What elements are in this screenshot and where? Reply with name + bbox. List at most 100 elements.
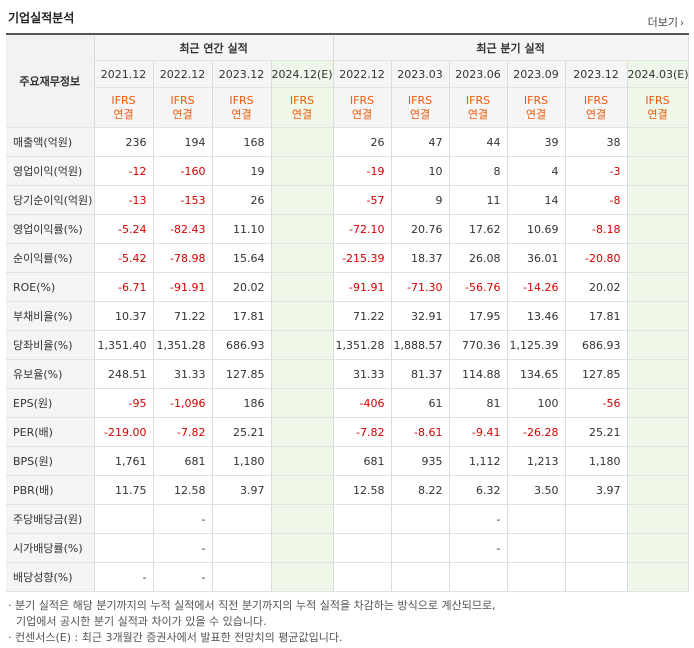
table-cell: -406 — [332, 388, 392, 418]
table-cell: -12 — [94, 156, 154, 186]
period-header: 2024.12(E) — [271, 60, 334, 88]
table-cell: 681 — [153, 446, 213, 476]
table-cell: -215.39 — [332, 243, 392, 273]
table-cell: 71.22 — [332, 301, 392, 331]
table-cell — [507, 533, 566, 563]
table-cell: 12.58 — [332, 475, 392, 505]
table-cell: 3.97 — [212, 475, 272, 505]
row-label: 당좌비율(%) — [6, 330, 95, 360]
table-row: 영업이익(억원) -12 -160 19 -19 10 8 4 -3 — [6, 156, 689, 186]
table-cell: 3.97 — [565, 475, 628, 505]
table-cell: -13 — [94, 185, 154, 215]
table-cell: 32.91 — [391, 301, 450, 331]
table-cell — [271, 127, 334, 157]
table-row: EPS(원) -95 -1,096 186 -406 61 81 100 -56 — [6, 388, 689, 418]
table-cell: 14 — [507, 185, 566, 215]
table-cell — [271, 214, 334, 244]
table-cell: 81.37 — [391, 359, 450, 389]
section-title: 기업실적분석 — [8, 11, 75, 25]
table-cell: 17.81 — [565, 301, 628, 331]
table-row: BPS(원) 1,761 681 1,180 681 935 1,112 1,213 1,180 — [6, 446, 689, 476]
table-cell — [627, 243, 689, 273]
footnotes: · 분기 실적은 해당 분기까지의 누적 실적에서 직전 분기까지의 누적 실적… — [8, 598, 496, 646]
row-label: 당기순이익(억원) — [6, 185, 95, 215]
table-cell: 38 — [565, 127, 628, 157]
table-cell — [212, 504, 272, 534]
row-label: 영업이익(억원) — [6, 156, 95, 186]
table-cell: 194 — [153, 127, 213, 157]
table-cell: -5.42 — [94, 243, 154, 273]
table-cell: 61 — [391, 388, 450, 418]
row-label: 주당배당금(원) — [6, 504, 95, 534]
table-cell: 1,351.28 — [153, 330, 213, 360]
row-label: 영업이익률(%) — [6, 214, 95, 244]
table-cell — [391, 504, 450, 534]
table-cell: 11 — [449, 185, 508, 215]
consolidated-label: 연결 — [409, 107, 431, 121]
ifrs-header: IFRS 연결 — [153, 87, 213, 128]
ifrs-label: IFRS — [349, 93, 375, 107]
table-cell — [565, 504, 628, 534]
table-row: PER(배) -219.00 -7.82 25.21 -7.82 -8.61 -9.41 -2… — [6, 417, 689, 447]
table-cell: 168 — [212, 127, 272, 157]
row-label: ROE(%) — [6, 272, 95, 302]
table-cell: 19 — [212, 156, 272, 186]
table-cell — [627, 185, 689, 215]
table-cell: 25.21 — [212, 417, 272, 447]
table-cell: 186 — [212, 388, 272, 418]
consolidated-label: 연결 — [525, 107, 547, 121]
table-cell: - — [449, 533, 508, 563]
ifrs-header: IFRS 연결 — [391, 87, 450, 128]
table-cell — [332, 562, 392, 592]
ifrs-label: IFRS — [583, 93, 609, 107]
table-cell: -8 — [565, 185, 628, 215]
ifrs-header: IFRS 연결 — [449, 87, 508, 128]
table-cell: -14.26 — [507, 272, 566, 302]
table-cell: -6.71 — [94, 272, 154, 302]
row-label: 배당성향(%) — [6, 562, 95, 592]
ifrs-header: IFRS 연결 — [627, 87, 689, 128]
table-cell: 127.85 — [565, 359, 628, 389]
table-cell: 18.37 — [391, 243, 450, 273]
row-label: EPS(원) — [6, 388, 95, 418]
row-label: 시가배당률(%) — [6, 533, 95, 563]
table-cell — [271, 243, 334, 273]
table-cell: 8 — [449, 156, 508, 186]
table-cell: -219.00 — [94, 417, 154, 447]
footnote-2: · 컨센서스(E) : 최근 3개월간 증권사에서 발표한 전망치의 평균값입니… — [8, 631, 343, 644]
table-row: PBR(배) 11.75 12.58 3.97 12.58 8.22 6.32 3.50 3.9… — [6, 475, 689, 505]
table-cell — [449, 562, 508, 592]
table-cell — [507, 562, 566, 592]
consolidated-label: 연결 — [231, 107, 252, 121]
label-header: 주요재무정보 — [6, 34, 95, 128]
table-cell: -7.82 — [332, 417, 392, 447]
ifrs-label: IFRS — [523, 93, 549, 107]
table-cell — [627, 359, 689, 389]
table-row: 순이익률(%) -5.42 -78.98 15.64 -215.39 18.37 26.08… — [6, 243, 689, 273]
table-cell — [271, 185, 334, 215]
table-cell — [94, 533, 154, 563]
ifrs-header: IFRS 연결 — [332, 87, 392, 128]
table-cell: 26 — [332, 127, 392, 157]
table-cell — [565, 533, 628, 563]
table-cell: 1,761 — [94, 446, 154, 476]
table-cell — [627, 504, 689, 534]
table-cell: -160 — [153, 156, 213, 186]
more-link[interactable]: 더보기 › — [648, 14, 684, 30]
table-cell — [271, 504, 334, 534]
table-cell: 127.85 — [212, 359, 272, 389]
table-cell: -7.82 — [153, 417, 213, 447]
row-label: 순이익률(%) — [6, 243, 95, 273]
table-cell: 4 — [507, 156, 566, 186]
ifrs-header: IFRS 연결 — [507, 87, 566, 128]
table-cell: 26 — [212, 185, 272, 215]
table-cell: 17.81 — [212, 301, 272, 331]
table-cell — [271, 359, 334, 389]
period-header: 2023.09 — [507, 60, 566, 88]
row-label: 유보율(%) — [6, 359, 95, 389]
table-cell: 17.95 — [449, 301, 508, 331]
table-cell — [627, 156, 689, 186]
table-row: 시가배당률(%) - - — [6, 533, 689, 563]
table-cell: 12.58 — [153, 475, 213, 505]
table-cell — [627, 446, 689, 476]
